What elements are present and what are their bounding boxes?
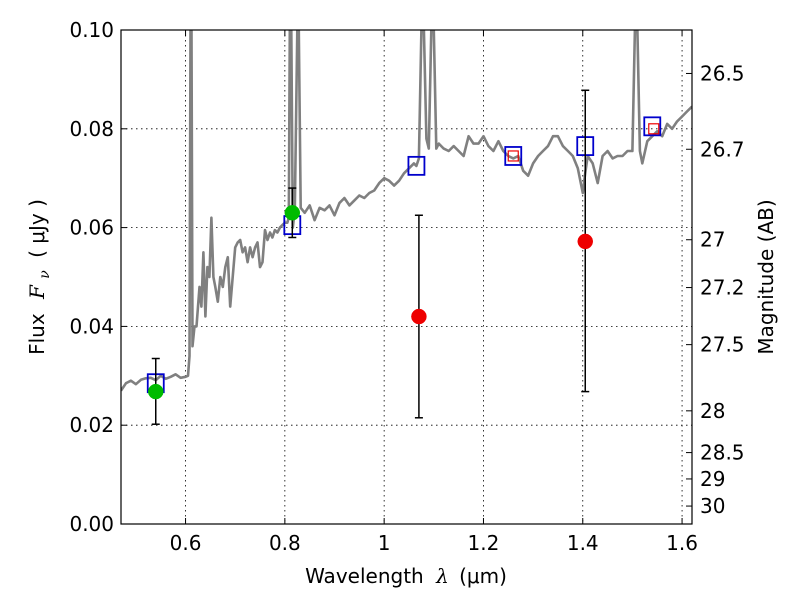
observed-data-point [148, 383, 164, 400]
x-axis-label-prefix: Wavelength [305, 564, 424, 588]
y-tick-label: 0.00 [69, 512, 114, 536]
x-axis-label-symbol: λ [435, 564, 449, 588]
x-tick-label: 0.6 [170, 531, 202, 555]
mag-tick-label: 26.5 [700, 61, 745, 85]
mag-tick-label: 27.5 [700, 333, 745, 357]
y-tick-label: 0.08 [69, 117, 114, 141]
plot-frame [120, 29, 693, 525]
markers-layer [146, 89, 662, 425]
spectrum-line [121, 30, 692, 392]
x-axis-label-unit: (μm) [459, 564, 507, 588]
x-tick-label: 1.4 [567, 531, 599, 555]
model-photometry-square [643, 116, 662, 137]
observed-data-point [411, 308, 427, 325]
mag-tick-label: 27 [700, 228, 725, 252]
x-tick-label: 1 [378, 531, 391, 555]
mag-tick-label: 26.7 [700, 137, 745, 161]
y-tick-label: 0.10 [69, 18, 114, 42]
model-photometry-square [407, 155, 426, 176]
model-photometry-small-square [507, 150, 519, 162]
x-tick-label: 1.6 [666, 531, 698, 555]
observed-data-point [284, 205, 301, 221]
mag-tick-label: 28.5 [700, 441, 745, 465]
observed-data-point [577, 233, 593, 250]
ticks-layer: 0.6 0.8 1 1.2 1.4 1.6 0.00 0.02 0.04 0.06 0.08 0.10… [69, 18, 744, 555]
y2-axis-label: Magnitude (AB) [754, 199, 778, 354]
mag-tick-label: 29 [700, 467, 725, 491]
y-axis-label-prefix: Flux [25, 313, 49, 355]
model-photometry-square [504, 146, 523, 166]
y-axis-label-subscript: ν [37, 270, 53, 279]
y-tick-label: 0.06 [69, 216, 114, 240]
mag-tick-label: 30 [700, 494, 725, 518]
y-axis-label: Flux F ν ( μJy ) [25, 199, 54, 355]
y-tick-label: 0.02 [69, 413, 114, 437]
y-axis-label-symbol: F [25, 284, 49, 300]
mag-tick-label: 28 [700, 399, 725, 423]
x-axis-label: Wavelength λ (μm) [305, 564, 507, 588]
model-photometry-small-square [648, 123, 660, 135]
x-tick-label: 1.2 [468, 531, 500, 555]
x-tick-label: 0.8 [269, 531, 301, 555]
mag-tick-label: 27.2 [700, 276, 745, 300]
y-axis-label-unit: ( μJy ) [25, 199, 49, 258]
y-tick-label: 0.04 [69, 314, 114, 338]
grid-lines [121, 30, 692, 524]
spectrum-layer [121, 30, 692, 392]
